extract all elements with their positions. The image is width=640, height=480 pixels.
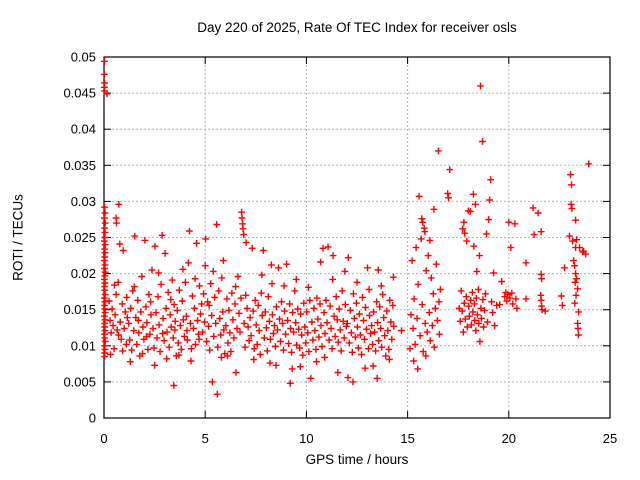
- y-tick-label: 0.005: [63, 374, 96, 389]
- x-tick-label: 20: [502, 431, 516, 446]
- scatter-plus-markers: [101, 57, 593, 398]
- x-tick-label: 10: [299, 431, 313, 446]
- grid-lines: [104, 57, 610, 418]
- y-tick-label: 0.05: [71, 50, 96, 65]
- y-tick-label: 0.02: [71, 266, 96, 281]
- y-tick-label: 0.03: [71, 194, 96, 209]
- x-tick-labels: 0 5 10 15 20 25: [100, 431, 617, 446]
- x-tick-label: 0: [100, 431, 107, 446]
- y-tick-labels: 0 0.005 0.01 0.015 0.02 0.025 0.03 0.035 0.04 0.0…: [63, 50, 96, 426]
- y-tick-label: 0.025: [63, 230, 96, 245]
- x-tick-label: 5: [202, 431, 209, 446]
- y-tick-label: 0.015: [63, 302, 96, 317]
- chart-title: Day 220 of 2025, Rate Of TEC Index for r…: [197, 20, 517, 35]
- y-tick-label: 0.045: [63, 86, 96, 101]
- x-tick-label: 25: [603, 431, 617, 446]
- y-tick-label: 0.01: [71, 338, 96, 353]
- x-tick-label: 15: [400, 431, 414, 446]
- y-tick-label: 0.04: [71, 122, 96, 137]
- x-axis-label: GPS time / hours: [305, 452, 409, 467]
- y-tick-label: 0.035: [63, 158, 96, 173]
- scatter-points: [101, 57, 593, 398]
- y-tick-label: 0: [89, 411, 96, 426]
